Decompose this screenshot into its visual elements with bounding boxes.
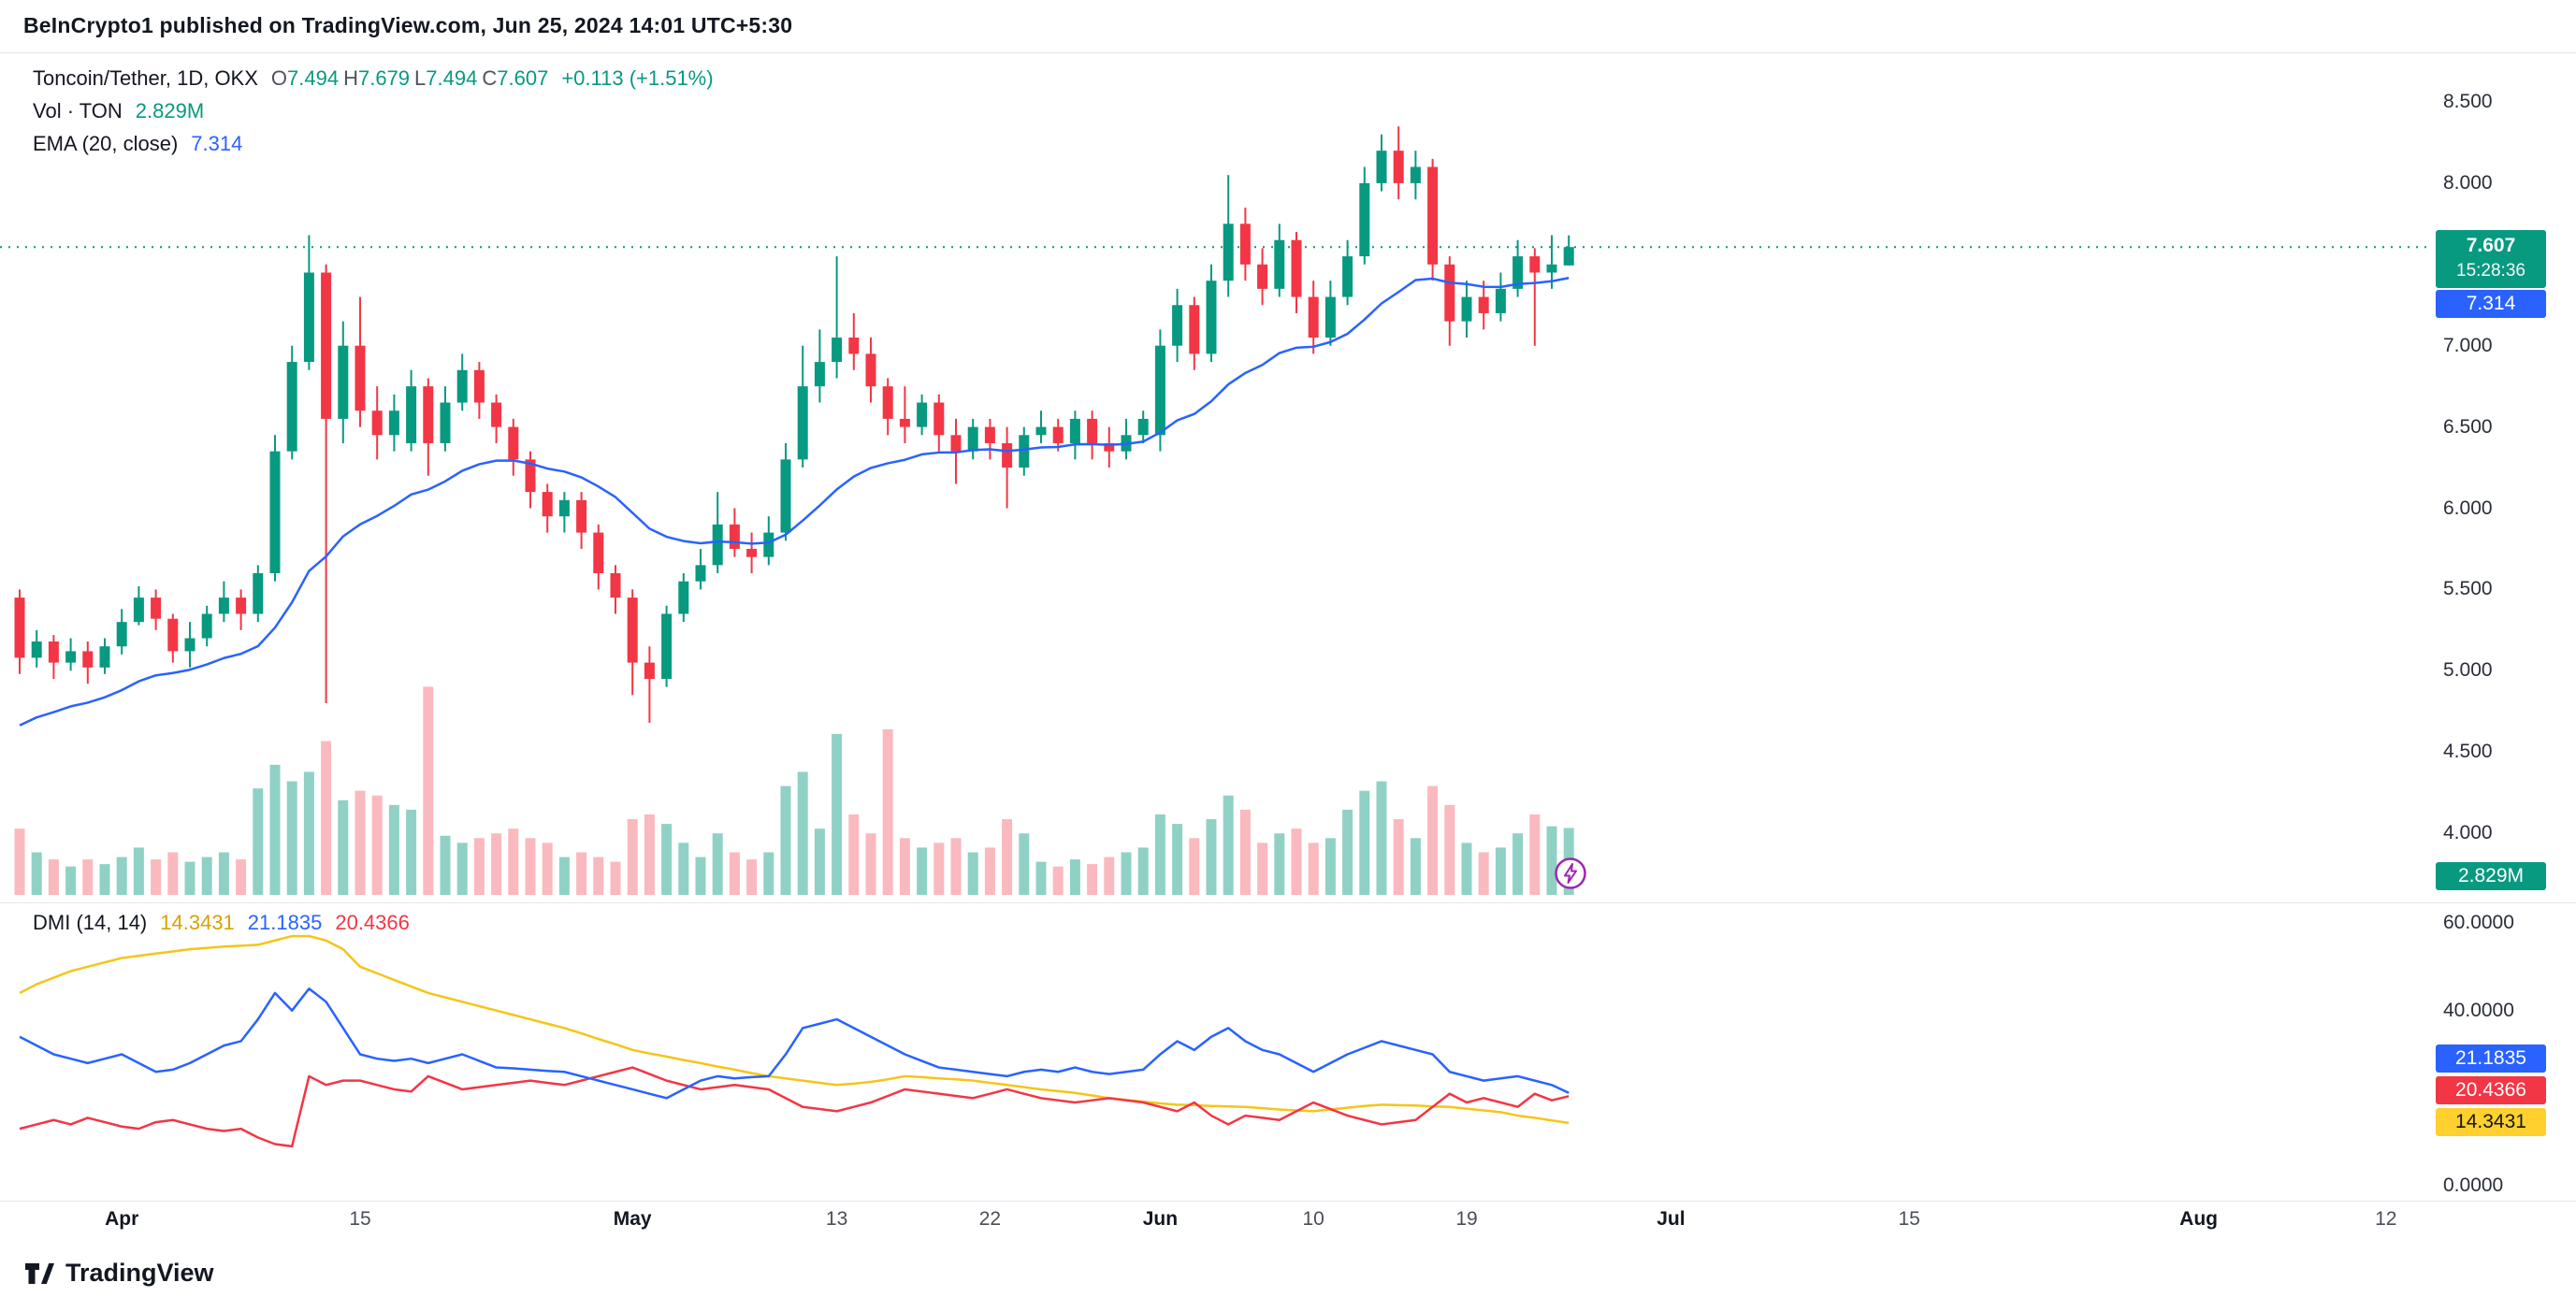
open-label: O (270, 65, 288, 90)
close-value: 7.607 (497, 65, 549, 90)
dmi-minus-badge: 20.4366 (2436, 1076, 2546, 1104)
low-value: 7.494 (426, 65, 478, 90)
dmi-minus-value: 20.4366 (335, 911, 410, 934)
time-axis[interactable]: Apr 15 May 13 22 Jun 10 19 Jul 15 Aug 12 (0, 1208, 2576, 1240)
bar-countdown: 15:28:36 (2456, 261, 2525, 281)
volume-dmi-panel-divider (0, 902, 2576, 903)
tradingview-logo-icon (23, 1257, 55, 1289)
time-tick-label: Jun (1142, 1208, 1179, 1230)
price-tick-label: 8.000 (2443, 171, 2493, 194)
time-tick-label: 22 (978, 1208, 1002, 1230)
volume-label: Vol · TON (33, 98, 123, 122)
high-label: H (343, 65, 358, 90)
time-tick-label: May (613, 1208, 652, 1230)
dmi-adx-badge: 14.3431 (2436, 1108, 2546, 1136)
price-tick-label: 4.500 (2443, 741, 2493, 763)
chart-legend: Toncoin/Tether, 1D, OKX O 7.494 H 7.679 … (33, 62, 714, 160)
dmi-tick-label: 60.0000 (2443, 912, 2514, 934)
last-price-value: 7.607 (2466, 235, 2516, 256)
close-label: C (482, 65, 498, 90)
price-tick-label: 5.000 (2443, 659, 2493, 682)
brand-name: TradingView (65, 1258, 214, 1287)
dmi-label: DMI (14, 14) (33, 911, 148, 934)
volume-legend-row[interactable]: Vol · TON 2.829M (33, 94, 714, 127)
dmi-legend-row[interactable]: DMI (14, 14) 14.3431 21.1835 20.4366 (33, 911, 410, 935)
low-label: L (414, 65, 427, 90)
symbol-title: Toncoin/Tether, 1D, OKX (33, 65, 258, 90)
time-tick-label: Jul (1657, 1208, 1686, 1230)
dmi-axis[interactable]: 60.0000 40.0000 0.0000 (2439, 0, 2576, 1311)
price-tick-label: 6.000 (2443, 497, 2493, 519)
volume-badge: 2.829M (2436, 862, 2546, 890)
ema-price-badge: 7.314 (2436, 290, 2546, 318)
dmi-plus-badge: 21.1835 (2436, 1044, 2546, 1073)
dmi-plus-value: 21.1835 (247, 911, 323, 934)
time-tick-label: Apr (105, 1208, 139, 1230)
price-tick-label: 5.500 (2443, 578, 2493, 600)
dmi-tick-label: 0.0000 (2443, 1174, 2504, 1196)
dmi-adx-value: 14.3431 (160, 911, 235, 934)
time-tick-label: 13 (825, 1208, 848, 1230)
time-tick-label: 19 (1455, 1208, 1478, 1230)
time-tick-label: 15 (1898, 1208, 1920, 1230)
price-axis[interactable]: 8.500 8.000 7.000 6.500 6.000 5.500 5.000 4.500… (2439, 0, 2576, 1311)
last-price-badge: 7.607 15:28:36 (2436, 230, 2546, 288)
publication-header: BeInCrypto1 published on TradingView.com… (23, 13, 793, 37)
time-axis-divider (0, 1201, 2576, 1202)
price-tick-label: 4.000 (2443, 822, 2493, 844)
time-tick-label: Aug (2179, 1208, 2219, 1230)
time-tick-label: 10 (1302, 1208, 1324, 1230)
flash-icon[interactable] (1554, 857, 1587, 890)
change-value: +0.113 (+1.51%) (561, 65, 714, 90)
open-value: 7.494 (287, 65, 340, 90)
high-value: 7.679 (357, 65, 411, 90)
volume-value: 2.829M (135, 98, 205, 122)
footer-brand[interactable]: TradingView (23, 1257, 214, 1289)
price-tick-label: 8.500 (2443, 91, 2493, 112)
symbol-legend-row[interactable]: Toncoin/Tether, 1D, OKX O 7.494 H 7.679 … (33, 62, 714, 94)
price-tick-label: 7.000 (2443, 334, 2493, 356)
price-tick-label: 6.500 (2443, 415, 2493, 438)
header-divider (0, 52, 2576, 53)
dmi-tick-label: 40.0000 (2443, 999, 2514, 1021)
time-tick-label: 15 (349, 1208, 371, 1230)
ema-legend-row[interactable]: EMA (20, close) 7.314 (33, 127, 714, 160)
time-tick-label: 12 (2375, 1208, 2397, 1230)
ema-value: 7.314 (191, 131, 243, 155)
ema-label: EMA (20, close) (33, 131, 179, 155)
